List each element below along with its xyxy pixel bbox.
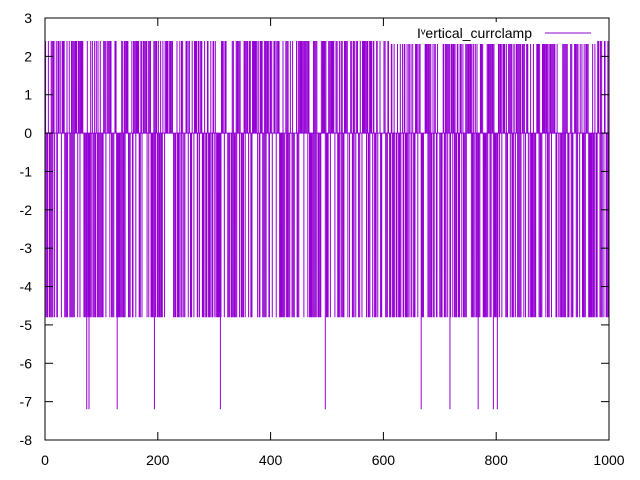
- y-tick-label: -5: [20, 317, 33, 333]
- plot-frame: [44, 17, 610, 441]
- x-tick-label: 600: [372, 452, 396, 468]
- y-tick-label: -6: [20, 355, 33, 371]
- series-line: [45, 41, 609, 410]
- x-tick-label: 800: [485, 452, 509, 468]
- y-tick-label: -2: [20, 202, 33, 218]
- y-tick-label: -7: [20, 394, 33, 410]
- legend-label: Iᵛertical_currclamp: [417, 25, 532, 41]
- x-tick-label: 200: [146, 452, 170, 468]
- y-tick-label: -3: [20, 240, 33, 256]
- y-tick-label: 0: [24, 125, 32, 141]
- y-tick-label: 2: [24, 48, 32, 64]
- y-tick-label: -8: [20, 432, 33, 448]
- legend-background: [390, 22, 596, 44]
- y-tick-label: 1: [24, 87, 32, 103]
- tick-layer: -8 -7 -6 -5 -4 -3 -2 -1 0 1 2 3 0 200 400 600 800 1000: [20, 10, 625, 468]
- legend: Iᵛertical_currclamp: [390, 22, 596, 44]
- y-tick-label: -1: [20, 163, 33, 179]
- y-tick-label: -4: [20, 279, 33, 295]
- x-tick-label: 0: [41, 452, 49, 468]
- y-tick-label: 3: [24, 10, 32, 26]
- x-tick-label: 1000: [593, 452, 624, 468]
- series-layer: [45, 41, 609, 410]
- x-tick-label: 400: [259, 452, 283, 468]
